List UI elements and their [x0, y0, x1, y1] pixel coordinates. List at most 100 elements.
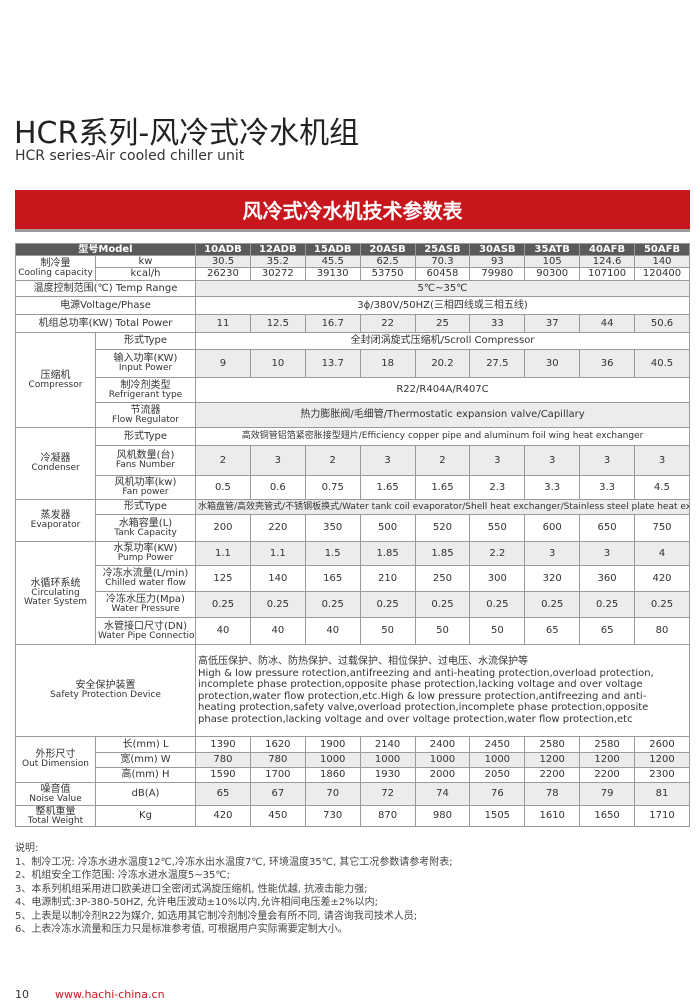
group-label: 水循环系统 Circulating Water System [15, 541, 96, 645]
label-line: 噪音值 [40, 783, 71, 795]
value-cell: 0.25 [359, 591, 416, 618]
model-header: 10ADB [195, 243, 251, 256]
label-line: 高(mm) H [121, 769, 170, 780]
model-header: 50AFB [634, 243, 690, 256]
value-cell: 67 [249, 782, 306, 806]
merged-value-cell: R22/R404A/R407C [195, 377, 690, 403]
value-cell: 2580 [579, 736, 636, 753]
value-cell: 70 [304, 782, 361, 806]
row-label: 水管接口尺寸(DN) Water Pipe Connection [94, 617, 197, 645]
row-label: kw [94, 255, 197, 268]
value-cell: 1.5 [304, 541, 361, 566]
value-cell: 2400 [414, 736, 471, 753]
label-line: Fan power [122, 487, 169, 497]
value-cell: 140 [634, 255, 690, 268]
label-line: Water Pipe Connection [98, 630, 196, 641]
value-cell: 1.85 [414, 541, 471, 566]
value-cell: 0.5 [195, 475, 251, 500]
value-cell: 2450 [469, 736, 526, 753]
value-cell: 2 [304, 445, 361, 476]
value-cell: 76 [469, 782, 526, 806]
table-row: 外形尺寸 Out Dimension 长(mm) L 1390 1620 1900 2140… [15, 736, 690, 783]
value-cell: 62.5 [359, 255, 416, 268]
value-cell: 200 [195, 514, 251, 542]
url: www.hachi-china.cn [55, 988, 165, 1001]
value-cell: 60458 [414, 267, 471, 281]
table-row: 安全保护装置 Safety Protection Device 高低压保护、防冰、防… [14, 644, 690, 737]
value-cell: 300 [469, 565, 526, 592]
label-line: 外形尺寸 [35, 749, 76, 760]
value-cell: 1700 [249, 767, 306, 783]
row-label: 形式Type [94, 332, 197, 350]
model-header: 15ADB [304, 243, 361, 256]
table-row: kcal/h 26230 30272 39130 53750 60458 79980 9030… [16, 267, 690, 281]
merged-value-cell: 热力膨胀阀/毛细管/Thermostatic expansion valve/C… [195, 402, 690, 428]
label-line: 形式Type [124, 335, 167, 346]
value-cell: 16.7 [304, 314, 361, 333]
value-cell: 3 [634, 445, 690, 476]
value-cell: 780 [249, 752, 306, 768]
value-cell: 53750 [359, 267, 416, 281]
row-label: 宽(mm) W [94, 752, 197, 768]
table-row: 水循环系统 Circulating Water System 水泵功率(KW) Pump… [15, 541, 690, 645]
row-label: 形式Type [94, 427, 197, 446]
row-label: 高(mm) H [94, 767, 197, 783]
value-cell: 1.65 [414, 475, 471, 500]
value-cell: 520 [414, 514, 471, 542]
value-cell: 72 [359, 782, 416, 806]
row-label: dB(A) [94, 782, 197, 806]
label-line: 温度控制范围(℃) Temp Range [33, 282, 178, 294]
group-label: 温度控制范围(℃) Temp Range [14, 280, 197, 297]
value-cell: 2580 [524, 736, 581, 753]
value-cell: 1000 [469, 752, 526, 768]
group-label: 噪音值 Noise Value [15, 782, 96, 806]
value-cell: 2.3 [469, 475, 526, 500]
value-cell: 0.6 [249, 475, 306, 500]
value-cell: 124.6 [579, 255, 636, 268]
label-line: Condenser [31, 463, 80, 473]
value-cell: 2 [195, 445, 251, 476]
row-label: 风机数量(台) Fans Number [94, 445, 197, 476]
label-line: 节流器 [130, 404, 161, 416]
label-line: Refrigerant type [108, 389, 183, 400]
value-cell: 870 [359, 805, 416, 827]
group-label: 安全保护装置 Safety Protection Device [14, 644, 197, 737]
value-cell: 3 [359, 445, 416, 476]
value-cell: 450 [249, 805, 306, 827]
value-cell: 420 [195, 805, 251, 827]
row-label: 水箱容量(L) Tank Capacity [94, 514, 197, 542]
label-line: 机组总功率(KW) Total Power [38, 317, 173, 329]
value-cell: 3 [579, 541, 636, 566]
value-cell: 0.25 [634, 591, 690, 618]
label-line: 形式Type [124, 430, 167, 442]
group-label: 机组总功率(KW) Total Power [14, 314, 197, 333]
text-line: heating protection,safety valve,overload… [198, 702, 649, 713]
value-cell: 420 [634, 565, 690, 592]
merged-value-cell: 全封闭涡旋式压缩机/Scroll Compressor [195, 332, 690, 350]
note-line: 说明: [15, 843, 39, 854]
value-cell: 0.25 [195, 591, 251, 618]
value-cell: 1505 [469, 805, 526, 827]
value-cell: 1650 [579, 805, 636, 827]
label-line: Tank Capacity [114, 527, 177, 538]
label-line: 压缩机 [40, 369, 71, 381]
group-label: 整机重量 Total Weight [15, 805, 96, 827]
value-cell: 1000 [304, 752, 361, 768]
label-line: Input Power [118, 363, 173, 373]
page-number: 10 [15, 988, 29, 1001]
value-cell: 44 [579, 314, 636, 333]
value-cell: 30 [524, 349, 581, 378]
table-row: 风机数量(台) Fans Number 2 3 2 3 2 3 3 3 3 [16, 445, 690, 476]
label-line: 水箱容量(L) [118, 517, 173, 529]
row-label: 冷冻水压力(Mpa) Water Pressure [94, 591, 197, 618]
value-cell: 3 [469, 445, 526, 476]
text-cell: 高低压保护、防冰、防热保护、过载保护、相位保护、过电压、水流保护等 High & … [195, 644, 690, 737]
label-line: 输入功率(KW) [113, 353, 178, 364]
value-cell: 33 [469, 314, 526, 333]
note-line: 3、本系列机组采用进口欧美进口全密闭式涡旋压缩机, 性能优越, 抗液击能力强; [15, 883, 368, 895]
value-cell: 125 [195, 565, 251, 592]
group-label: 蒸发器 Evaporator [15, 499, 96, 542]
note-line: 2、机组安全工作范围: 冷冻水进水温度5~35℃; [15, 870, 230, 881]
value-cell: 3 [579, 445, 636, 476]
